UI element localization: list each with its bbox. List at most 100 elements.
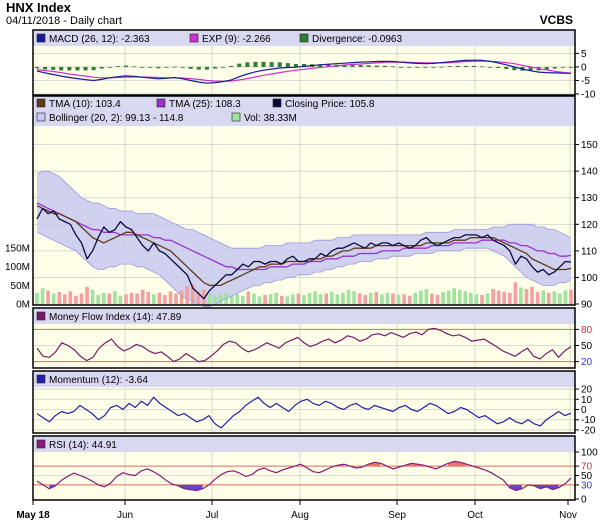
volume-bar (40, 288, 45, 304)
volume-bar (424, 289, 429, 304)
macd-divergence-bar (302, 63, 306, 67)
x-tick-label: Nov (559, 510, 577, 521)
volume-bar (513, 282, 518, 304)
macd-divergence-bar (67, 66, 72, 71)
macd-line (36, 59, 572, 84)
volume-bar (535, 292, 540, 304)
volume-bar (307, 292, 312, 304)
price-legend-bar (33, 96, 575, 126)
rsi-line (36, 460, 572, 492)
macd-legend-label: MACD (26, 12): -2.363 (49, 34, 150, 45)
volume-tick-label: 100M (5, 262, 30, 273)
volume-bar (202, 289, 206, 304)
mfi-ytick-label: 50 (581, 341, 593, 352)
price-ytick-label: 110 (581, 246, 597, 257)
macd-divergence-bar (99, 66, 104, 69)
macd-divergence-bar (471, 65, 476, 67)
macd-divergence-bar (204, 66, 209, 70)
macd-divergence-bar (261, 61, 266, 67)
macd-divergence-bar (221, 66, 226, 68)
tma25-line (36, 202, 572, 271)
macd-divergence-bar (75, 66, 80, 71)
momentum-line (36, 396, 572, 429)
macd-divergence-bar (51, 66, 56, 70)
macd-divergence-bar (180, 66, 185, 68)
volume-bar (229, 295, 234, 304)
volume-bar (140, 289, 145, 304)
price-panel-border (32, 95, 576, 306)
macd-divergence-bar (496, 66, 501, 69)
macd-divergence-bar (35, 66, 39, 69)
macd-divergence-bar (156, 66, 161, 69)
volume-bar (101, 292, 106, 304)
rsi-panel-border (32, 435, 576, 501)
macd-divergence-bar (423, 66, 428, 68)
macd-divergence-bar (399, 66, 404, 68)
volume-bar (374, 292, 379, 304)
macd-divergence-bar (293, 63, 298, 67)
macd-legend-swatch (299, 33, 309, 43)
macd-divergence-bar (285, 63, 290, 67)
volume-bar (152, 294, 156, 304)
macd-divergence-bar (569, 66, 573, 68)
macd-divergence-bar (277, 62, 282, 67)
volume-bar (213, 295, 217, 304)
price-legend-label: TMA (10): 103.4 (49, 99, 121, 110)
macd-divergence-bar (83, 66, 88, 71)
price-legend-swatch (272, 98, 282, 108)
volume-bar (480, 295, 484, 304)
price-ytick-label: 130 (581, 193, 598, 204)
volume-tick-label: 0M (16, 300, 30, 311)
momentum-legend-bar (33, 371, 575, 387)
macd-divergence-bar (560, 66, 565, 68)
volume-bar (51, 293, 56, 304)
macd-divergence-bar (455, 65, 460, 67)
macd-divergence-bar (463, 65, 468, 67)
macd-divergence-bar (43, 66, 48, 70)
volume-bar (413, 292, 418, 304)
volume-tick-label: 150M (5, 244, 30, 255)
momentum-legend-swatch (36, 374, 46, 384)
volume-bar (524, 289, 529, 304)
macd-divergence-bar (115, 66, 120, 67)
bollinger-lower-line (36, 231, 572, 308)
bollinger-upper-line (36, 170, 572, 249)
volume-bar (79, 293, 84, 304)
price-legend-label: Bollinger (20, 2): 99.13 - 114.8 (49, 113, 184, 124)
macd-divergence-bar (164, 66, 169, 68)
macd-divergence-bar (253, 61, 258, 67)
volume-bar (491, 289, 495, 304)
volume-bar (246, 291, 251, 304)
mfi-line (36, 327, 572, 363)
volume-bar (274, 292, 278, 304)
rsi-legend-label: RSI (14): 44.91 (49, 440, 117, 451)
rsi-oversold-fill (178, 484, 203, 491)
momentum-ytick-label: 20 (581, 385, 593, 396)
volume-bar (35, 292, 39, 304)
momentum-panel-border (32, 370, 576, 434)
volume-bar (168, 291, 173, 304)
volume-bar (291, 294, 295, 304)
volume-bar (157, 292, 162, 304)
macd-divergence-bar (439, 66, 444, 68)
volume-bar (546, 292, 551, 304)
bollinger-band (37, 171, 571, 307)
volume-bar (402, 294, 406, 304)
chart-source: VCBS (539, 13, 573, 27)
volume-bar (318, 294, 323, 304)
volume-bar (380, 294, 384, 304)
macd-divergence-bar (148, 66, 153, 68)
chart-title: HNX Index (6, 0, 72, 15)
volume-bar (46, 290, 50, 304)
volume-bar (129, 292, 134, 304)
volume-bar (118, 295, 123, 304)
rsi-ytick-label: 50 (581, 471, 593, 482)
volume-bar (407, 295, 412, 304)
price-legend-swatch (231, 112, 241, 122)
momentum-ytick-label: 0 (581, 405, 587, 416)
closing-price-line (36, 207, 572, 300)
macd-divergence-bar (415, 66, 420, 68)
volume-bar (268, 294, 273, 304)
volume-bar (341, 292, 345, 304)
volume-bar (519, 287, 523, 304)
